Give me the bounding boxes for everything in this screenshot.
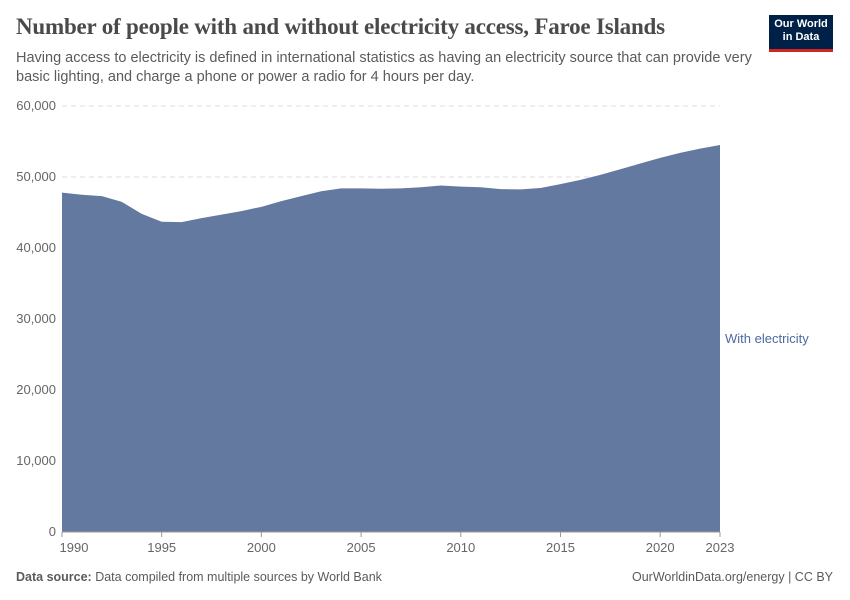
license-link[interactable]: OurWorldinData.org/energy | CC BY [631, 570, 833, 584]
series-label: With electricity [725, 331, 809, 346]
y-tick-label: 20,000 [16, 382, 56, 397]
x-tick-label: 2005 [347, 540, 376, 555]
y-tick-label: 30,000 [16, 311, 56, 326]
y-tick-label: 40,000 [16, 240, 56, 255]
y-tick-label: 0 [49, 524, 56, 539]
x-tick-label: 2000 [247, 540, 276, 555]
logo-line1: Our World [774, 18, 828, 30]
area-with-electricity [62, 145, 720, 533]
x-tick-label: 2020 [646, 540, 675, 555]
x-tick-label: 1995 [147, 540, 176, 555]
y-tick-label: 10,000 [16, 453, 56, 468]
chart-title: Number of people with and without electr… [16, 14, 665, 39]
y-tick-label: 60,000 [16, 98, 56, 113]
source-text: Data compiled from multiple sources by W… [91, 570, 382, 584]
data-source: Data source: Data compiled from multiple… [16, 570, 382, 584]
x-tick-label: 1990 [60, 540, 89, 555]
logo-line2: in Data [782, 31, 820, 43]
owid-logo[interactable]: Our World in Data [769, 15, 833, 52]
x-tick-label: 2023 [706, 540, 735, 555]
source-label: Data source: [16, 570, 92, 584]
x-tick-label: 2015 [546, 540, 575, 555]
y-tick-label: 50,000 [16, 169, 56, 184]
chart-subtitle: Having access to electricity is defined … [16, 50, 752, 85]
x-tick-label: 2010 [446, 540, 475, 555]
